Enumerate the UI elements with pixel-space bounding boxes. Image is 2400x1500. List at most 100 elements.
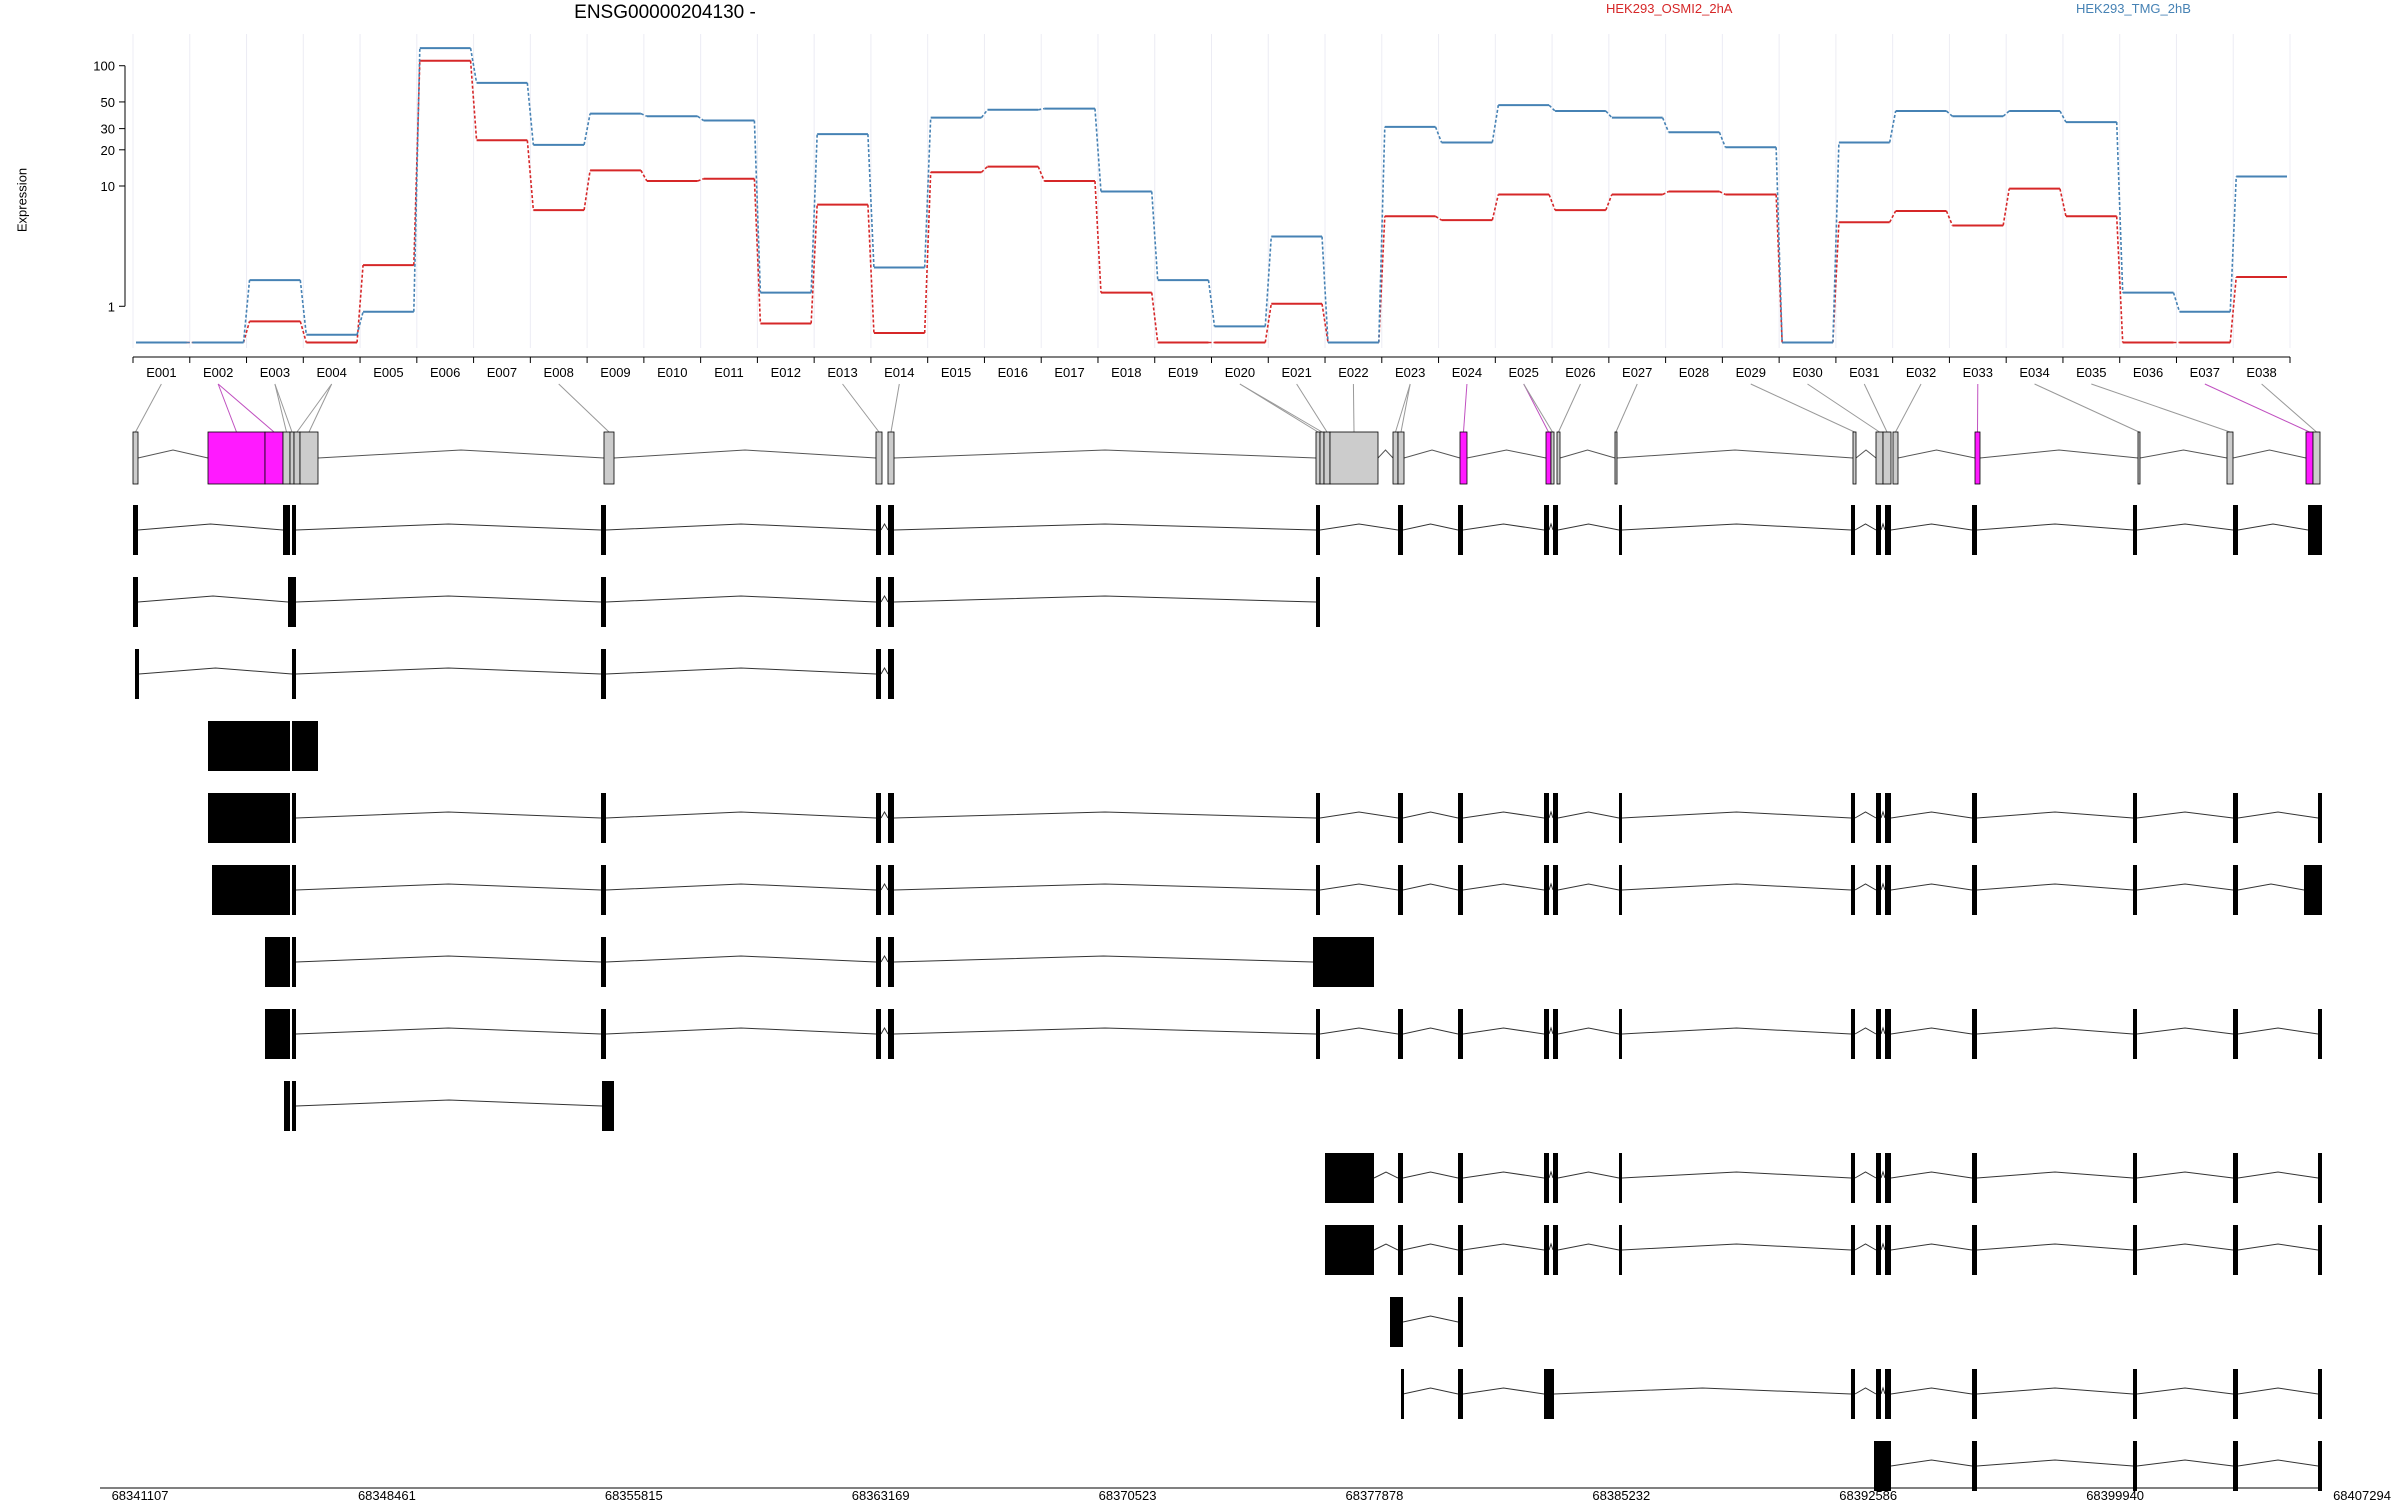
transcript-exon <box>292 1009 296 1059</box>
series-connector <box>1150 292 1159 343</box>
exon-box <box>1545 431 1552 485</box>
transcript-exon <box>208 793 290 843</box>
transcript-exon <box>1874 1441 1888 1491</box>
series-connector <box>1435 215 1442 221</box>
transcript-exon <box>2133 1441 2137 1491</box>
exon-connector <box>1239 383 1323 433</box>
series-connector <box>1662 190 1669 196</box>
transcript-exon <box>1458 1009 1463 1059</box>
transcript-exon <box>888 577 894 627</box>
transcript-exon <box>876 1009 881 1059</box>
transcript-exon <box>208 721 290 771</box>
transcript-row <box>1325 1153 2322 1203</box>
transcript-intron <box>880 811 889 819</box>
transcript-row <box>265 937 1374 987</box>
transcript-exon <box>1401 1369 1404 1419</box>
transcript-intron <box>2237 523 2309 531</box>
y-tick-label: 30 <box>101 122 115 137</box>
transcript-row <box>208 721 318 771</box>
exon-box <box>299 431 319 485</box>
exon-connector <box>1463 383 1468 433</box>
transcript-exon <box>1851 1153 1855 1203</box>
transcript-intron <box>2136 1459 2234 1467</box>
x-tick-label: E004 <box>316 365 346 380</box>
series-connector <box>356 311 364 335</box>
transcript-exon <box>1619 1153 1622 1203</box>
transcript-row <box>265 1009 2322 1059</box>
transcript-exon <box>1885 1009 1891 1059</box>
exon-connector <box>135 383 162 433</box>
transcript-exon <box>283 505 290 555</box>
series-connector <box>1661 117 1670 133</box>
x-tick-label: E007 <box>487 365 517 380</box>
exon-box <box>282 431 291 485</box>
series-connector <box>640 112 648 117</box>
transcript-intron <box>880 955 889 963</box>
transcript-exon <box>2318 793 2322 843</box>
transcript-intron <box>1402 1243 1459 1251</box>
transcript-intron <box>1976 883 2134 891</box>
transcript-intron <box>1890 811 1973 819</box>
exon-box <box>264 431 284 485</box>
transcript-exon <box>1544 505 1549 555</box>
transcript-exon <box>876 649 881 699</box>
transcript-exon <box>1398 865 1403 915</box>
transcript-intron <box>1880 1386 1886 1395</box>
transcript-intron <box>1976 523 2134 531</box>
transcript-intron <box>1373 1171 1399 1179</box>
genome-tick-label: 68348461 <box>358 1488 416 1500</box>
series-connector <box>923 172 932 334</box>
series-connector <box>1888 210 1897 223</box>
series-connector <box>1548 104 1556 112</box>
transcript-intron <box>605 667 877 675</box>
x-tick-label: E024 <box>1452 365 1482 380</box>
x-tick-label: E015 <box>941 365 971 380</box>
series-connector <box>2002 110 2010 117</box>
transcript-exon <box>1619 505 1622 555</box>
transcript-exon <box>1544 1009 1549 1059</box>
transcript-row <box>133 505 2322 555</box>
transcript-intron <box>2136 1387 2234 1395</box>
x-tick-label: E025 <box>1509 365 1539 380</box>
intron-line <box>1897 449 1976 459</box>
transcript-intron <box>1462 1171 1545 1179</box>
transcript-intron <box>1890 1171 1973 1179</box>
x-tick-label: E030 <box>1792 365 1822 380</box>
transcript-exon <box>1553 793 1558 843</box>
transcript-intron <box>1462 1387 1545 1395</box>
transcript-exon <box>1619 1009 1622 1059</box>
transcript-exon <box>2233 1225 2238 1275</box>
transcript-exon <box>292 865 296 915</box>
transcript-intron <box>1462 1243 1545 1251</box>
transcript-exon <box>601 649 606 699</box>
x-tick-label: E016 <box>998 365 1028 380</box>
x-tick-label: E001 <box>146 365 176 380</box>
intron-line <box>2232 449 2307 459</box>
transcript-exon <box>265 1009 290 1059</box>
transcript-exon <box>2133 1009 2137 1059</box>
exon-box <box>1892 431 1899 485</box>
series-connector <box>1037 166 1045 182</box>
legend-series-osmi2: HEK293_OSMI2_2hA <box>1606 1 1733 16</box>
series-connector <box>1605 194 1613 211</box>
transcript-exon <box>876 937 881 987</box>
transcript-exon <box>1876 1009 1881 1059</box>
transcript-exon <box>265 937 290 987</box>
transcript-exon <box>2318 1009 2322 1059</box>
transcript-exon <box>1885 865 1891 915</box>
transcript-exon <box>888 937 894 987</box>
transcript-intron <box>1548 1026 1554 1035</box>
series-connector <box>1718 131 1727 148</box>
transcript-intron <box>1557 1171 1620 1179</box>
series-connector <box>526 82 535 145</box>
transcript-exon <box>1398 1009 1403 1059</box>
transcript-intron <box>1880 882 1886 891</box>
transcript-exon <box>1972 1153 1977 1203</box>
transcript-exon <box>1972 793 1977 843</box>
intron-line <box>137 449 209 459</box>
exon-connector <box>217 383 275 433</box>
transcript-exon <box>135 649 139 699</box>
transcript-intron <box>1621 1171 1852 1179</box>
transcript-exon <box>2233 1441 2238 1491</box>
transcript-exon <box>1544 1153 1549 1203</box>
